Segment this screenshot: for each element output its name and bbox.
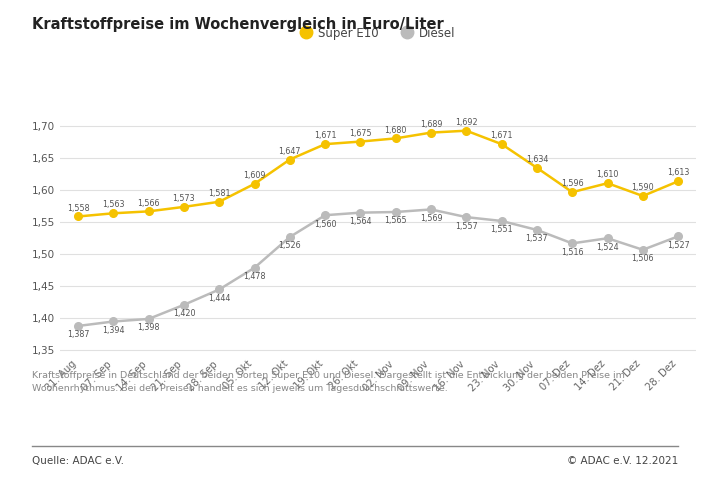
Text: 1,524: 1,524 (596, 243, 619, 252)
Text: 1,527: 1,527 (667, 241, 689, 250)
Text: 1,420: 1,420 (173, 309, 195, 318)
Text: 1,444: 1,444 (208, 294, 231, 303)
Text: 1,590: 1,590 (631, 183, 654, 192)
Text: 1,551: 1,551 (491, 226, 513, 235)
Text: 1,647: 1,647 (278, 146, 301, 156)
Text: 1,634: 1,634 (525, 155, 548, 164)
Text: 1,526: 1,526 (278, 242, 301, 250)
Text: 1,398: 1,398 (137, 323, 160, 333)
Text: 1,560: 1,560 (314, 220, 337, 229)
Text: © ADAC e.V. 12.2021: © ADAC e.V. 12.2021 (567, 456, 678, 466)
Text: 1,558: 1,558 (67, 204, 89, 213)
Legend: Super E10, Diesel: Super E10, Diesel (297, 22, 459, 44)
Text: 1,563: 1,563 (102, 200, 124, 210)
Text: 1,394: 1,394 (102, 326, 124, 335)
Text: 1,675: 1,675 (349, 128, 372, 138)
Text: 1,573: 1,573 (173, 194, 195, 203)
Text: 1,596: 1,596 (561, 179, 584, 188)
Text: 1,581: 1,581 (208, 189, 231, 198)
Text: 1,610: 1,610 (596, 170, 618, 179)
Text: 1,387: 1,387 (67, 331, 89, 340)
Text: 1,692: 1,692 (455, 118, 478, 127)
Text: 1,566: 1,566 (137, 199, 160, 208)
Text: 1,613: 1,613 (667, 168, 689, 177)
Text: 1,516: 1,516 (561, 248, 584, 257)
Text: 1,569: 1,569 (420, 214, 442, 223)
Text: 1,680: 1,680 (385, 125, 407, 134)
Text: 1,609: 1,609 (244, 171, 266, 180)
Text: 1,565: 1,565 (384, 217, 407, 226)
Text: 1,564: 1,564 (349, 217, 371, 226)
Text: Kraftstoffpreise in Deutschland der beiden Sorten Super E10 und Diesel. Dargeste: Kraftstoffpreise in Deutschland der beid… (32, 371, 625, 392)
Text: 1,557: 1,557 (455, 222, 478, 231)
Text: 1,506: 1,506 (632, 254, 654, 263)
Text: 1,478: 1,478 (244, 272, 266, 281)
Text: 1,537: 1,537 (525, 235, 548, 244)
Text: Quelle: ADAC e.V.: Quelle: ADAC e.V. (32, 456, 124, 466)
Text: 1,671: 1,671 (491, 131, 513, 140)
Text: 1,689: 1,689 (420, 120, 442, 129)
Text: Kraftstoffpreise im Wochenvergleich in Euro/Liter: Kraftstoffpreise im Wochenvergleich in E… (32, 17, 444, 32)
Text: 1,671: 1,671 (314, 131, 337, 140)
